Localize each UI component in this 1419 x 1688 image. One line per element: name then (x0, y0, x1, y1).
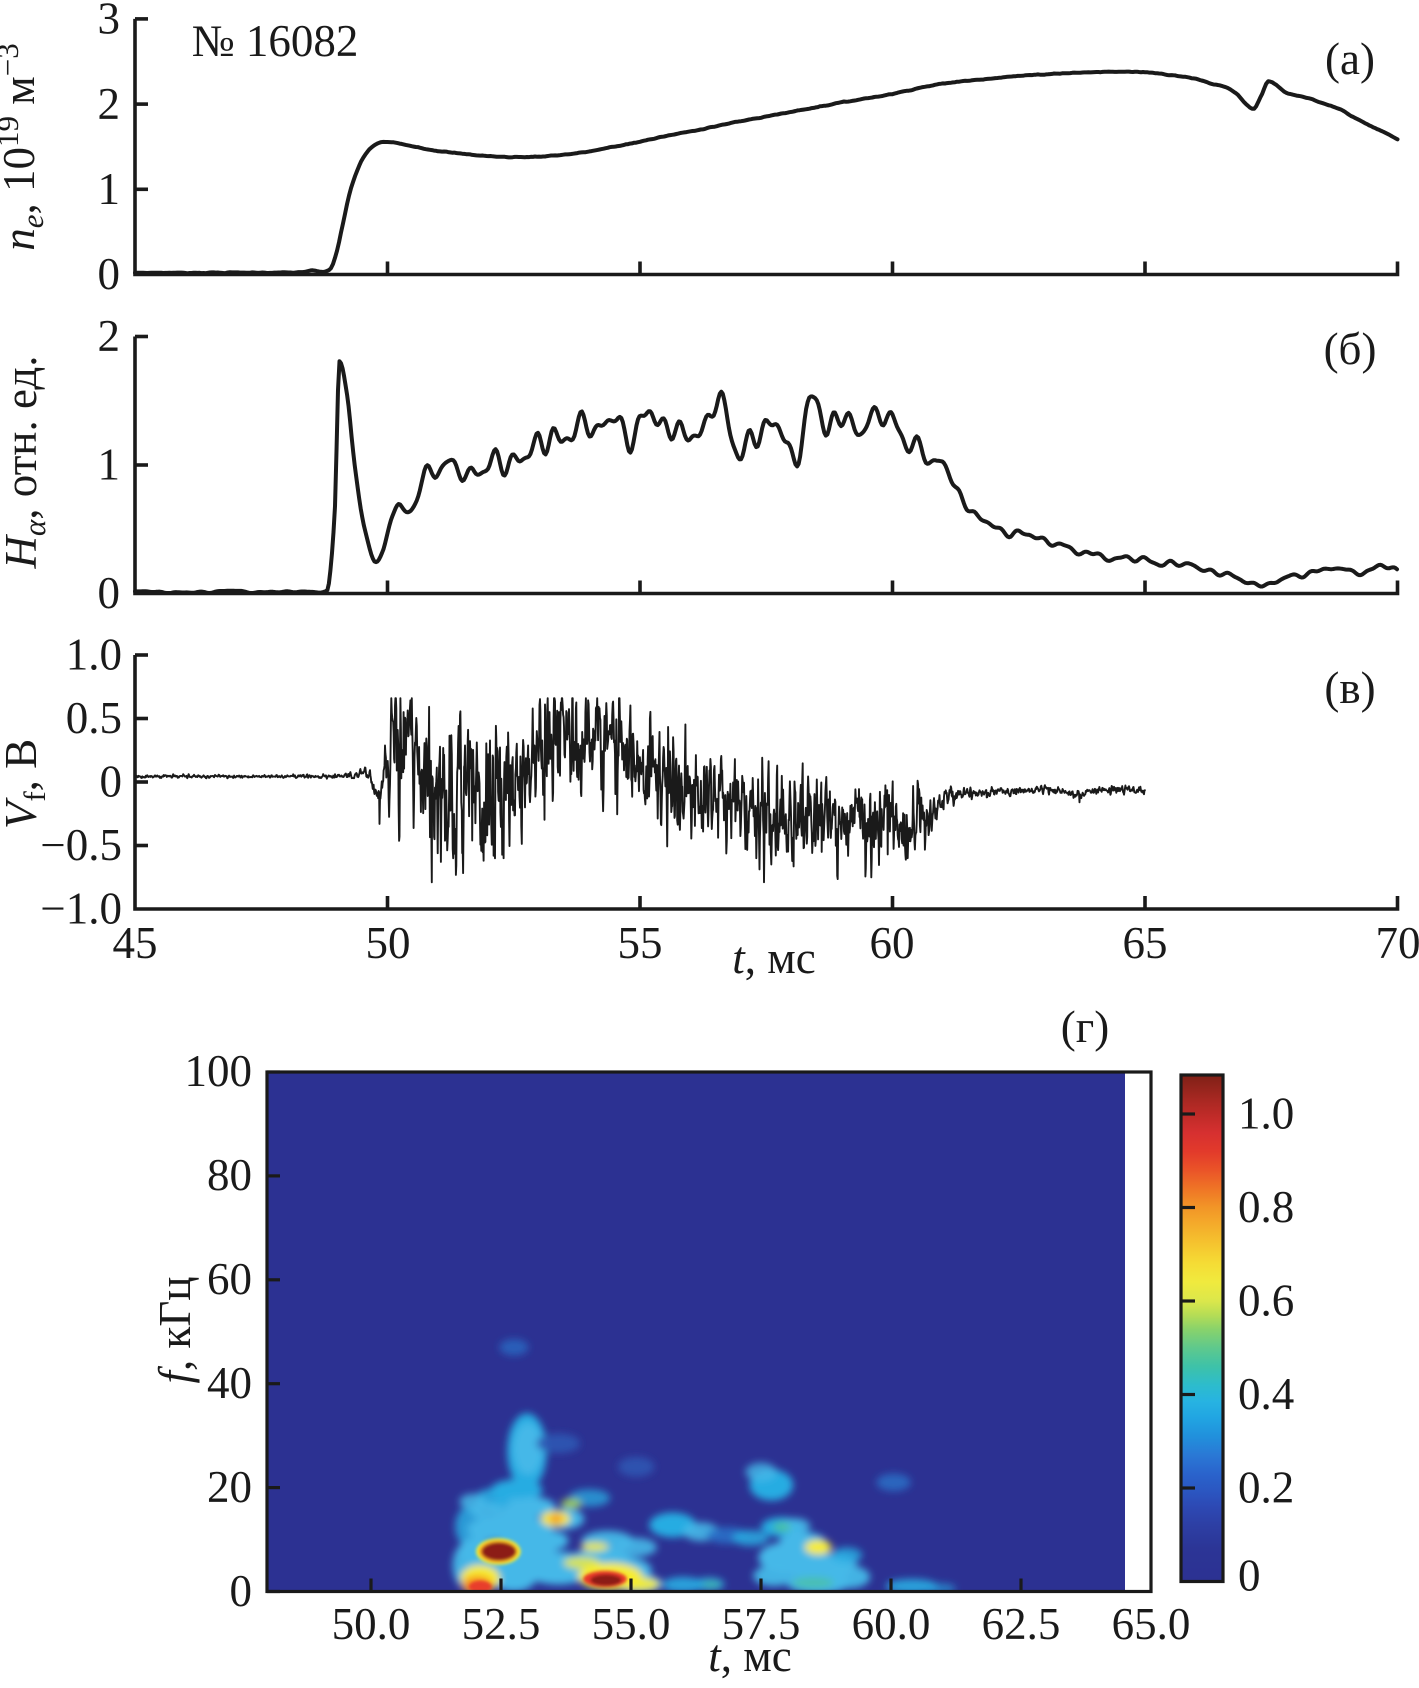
svg-text:52.5: 52.5 (462, 1599, 541, 1649)
svg-text:45: 45 (113, 918, 158, 968)
svg-text:0: 0 (98, 249, 121, 299)
svg-text:0.2: 0.2 (1238, 1463, 1294, 1513)
svg-text:65: 65 (1123, 918, 1168, 968)
svg-text:2: 2 (98, 79, 121, 129)
svg-text:60: 60 (870, 918, 915, 968)
svg-text:62.5: 62.5 (982, 1599, 1061, 1649)
svg-text:−1.0: −1.0 (40, 884, 122, 934)
svg-text:1: 1 (98, 440, 121, 490)
svg-text:0: 0 (98, 568, 121, 618)
svg-text:(г): (г) (1061, 1002, 1109, 1052)
svg-text:40: 40 (207, 1358, 252, 1408)
svg-text:0: 0 (1238, 1551, 1261, 1601)
svg-text:20: 20 (207, 1462, 252, 1512)
svg-text:t, мс: t, мс (708, 1631, 791, 1681)
svg-text:65.0: 65.0 (1112, 1599, 1191, 1649)
svg-text:1.0: 1.0 (66, 630, 122, 680)
svg-text:80: 80 (207, 1150, 252, 1200)
svg-text:55.0: 55.0 (592, 1599, 671, 1649)
svg-text:1.0: 1.0 (1238, 1089, 1294, 1139)
svg-text:t, мс: t, мс (732, 933, 815, 983)
svg-text:ne, 1019 м−3: ne, 1019 м−3 (0, 43, 50, 250)
svg-text:55: 55 (618, 918, 663, 968)
svg-text:(в): (в) (1324, 663, 1375, 713)
svg-text:Hα, отн. ед.: Hα, отн. ед. (0, 356, 52, 570)
svg-text:0: 0 (100, 757, 123, 807)
svg-text:0.5: 0.5 (66, 693, 122, 743)
svg-text:0.6: 0.6 (1238, 1276, 1294, 1326)
svg-text:(б): (б) (1324, 324, 1377, 374)
svg-text:Vf, В: Vf, В (0, 739, 52, 829)
svg-text:№ 16082: № 16082 (192, 16, 359, 66)
svg-text:50: 50 (366, 918, 411, 968)
svg-text:60.0: 60.0 (852, 1599, 931, 1649)
svg-text:70: 70 (1376, 918, 1419, 968)
svg-text:100: 100 (185, 1046, 253, 1096)
svg-text:0.8: 0.8 (1238, 1182, 1294, 1232)
svg-text:60: 60 (207, 1254, 252, 1304)
svg-text:(а): (а) (1325, 34, 1375, 84)
svg-text:3: 3 (98, 0, 121, 44)
svg-text:50.0: 50.0 (332, 1599, 411, 1649)
svg-text:0: 0 (230, 1566, 253, 1616)
svg-text:−0.5: −0.5 (40, 820, 122, 870)
svg-text:0.4: 0.4 (1238, 1369, 1294, 1419)
svg-text:1: 1 (98, 164, 121, 214)
svg-text:2: 2 (98, 311, 121, 361)
svg-text:f, кГц: f, кГц (150, 1277, 200, 1384)
